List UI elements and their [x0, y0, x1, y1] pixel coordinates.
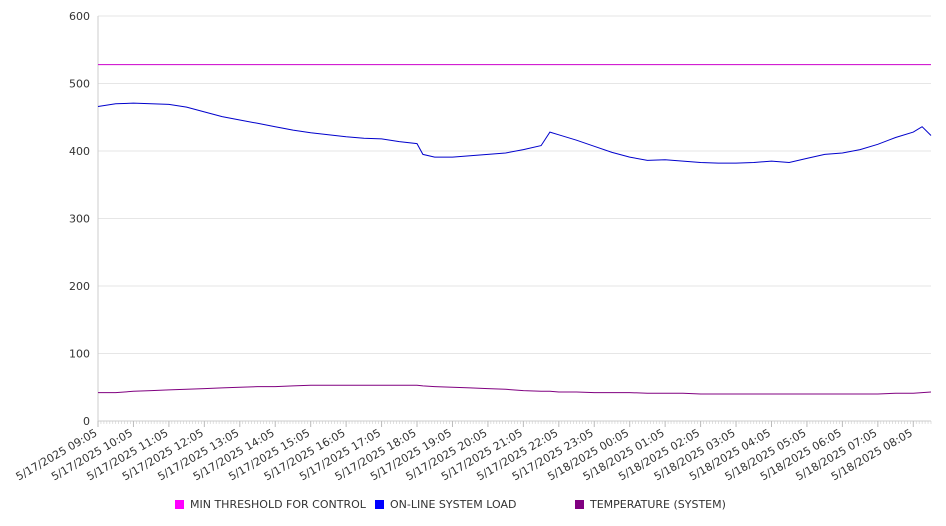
legend-label-system-load: ON-LINE SYSTEM LOAD: [390, 498, 517, 511]
legend-label-temperature: TEMPERATURE (SYSTEM): [590, 498, 726, 511]
legend-label-min-threshold: MIN THRESHOLD FOR CONTROL: [190, 498, 366, 511]
y-tick-label: 200: [69, 280, 90, 293]
y-tick-label: 300: [69, 213, 90, 226]
y-tick-label: 600: [69, 10, 90, 23]
legend-item-temperature[interactable]: TEMPERATURE (SYSTEM): [575, 498, 726, 511]
legend-swatch-temperature: [575, 500, 584, 509]
x-axis-ticks: 5/17/2025 09:055/17/2025 10:055/17/2025 …: [14, 421, 915, 483]
y-tick-label: 500: [69, 78, 90, 91]
legend-item-min-threshold[interactable]: MIN THRESHOLD FOR CONTROL: [175, 498, 366, 511]
y-tick-label: 400: [69, 145, 90, 158]
gridlines: [98, 15, 931, 354]
legend-swatch-min-threshold: [175, 500, 184, 509]
axes: [97, 16, 932, 424]
y-axis-ticks: 0 100 200 300 400 500 600: [69, 10, 90, 428]
series-line-2: [98, 384, 932, 395]
legend-swatch-system-load: [375, 500, 384, 509]
legend: MIN THRESHOLD FOR CONTROL ON-LINE SYSTEM…: [0, 498, 946, 514]
y-tick-label: 0: [83, 415, 90, 428]
y-tick-label: 100: [69, 348, 90, 361]
legend-item-system-load[interactable]: ON-LINE SYSTEM LOAD: [375, 498, 516, 511]
series-lines: [97, 64, 932, 395]
series-line-1: [97, 102, 932, 164]
